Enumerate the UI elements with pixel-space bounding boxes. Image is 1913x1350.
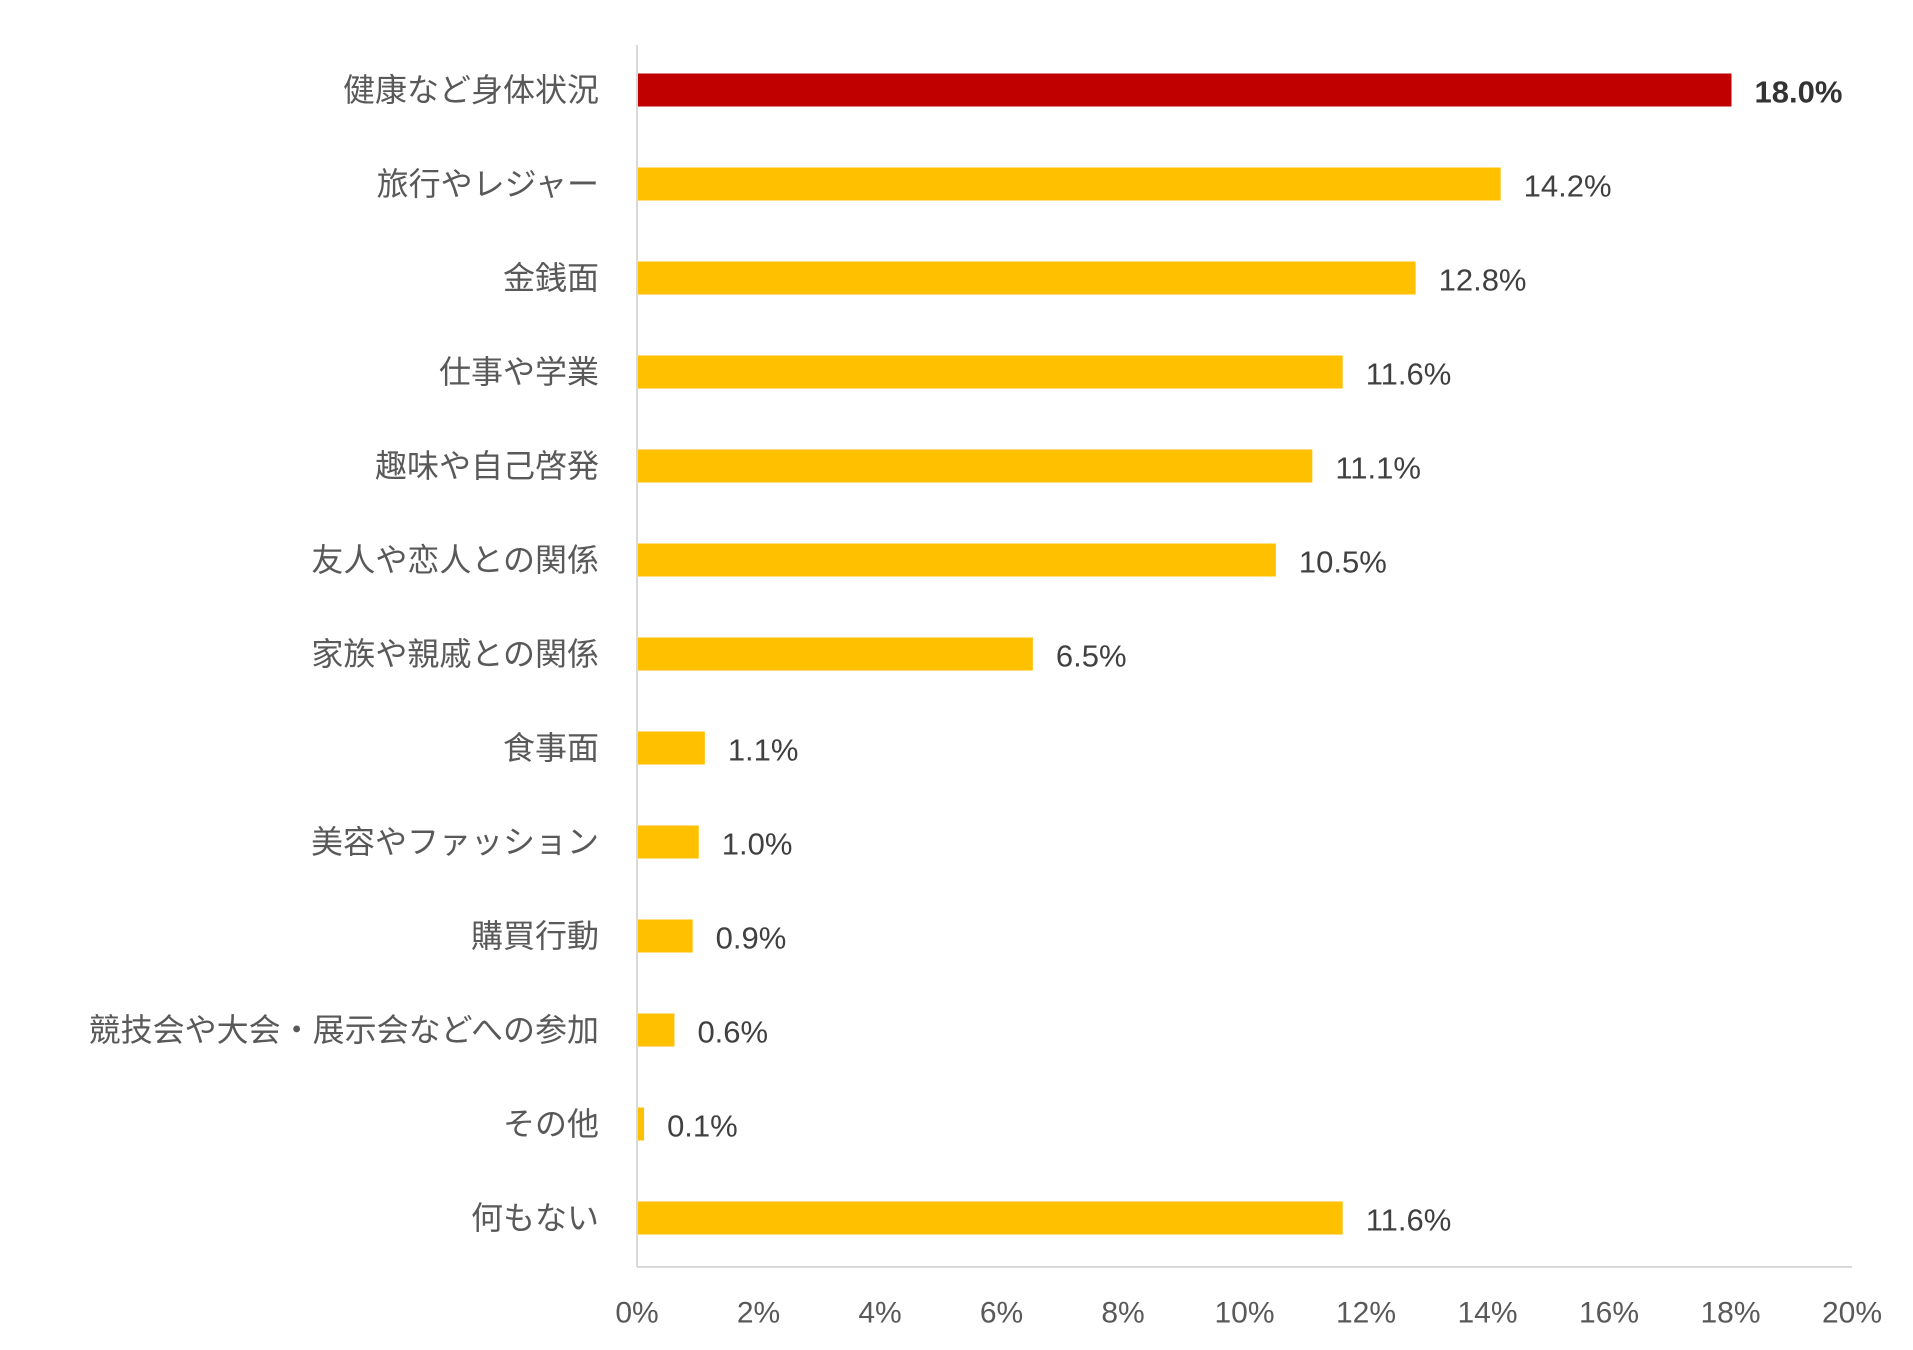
bar [638,355,1343,389]
bar [638,919,693,953]
x-tick-label: 4% [858,1297,901,1330]
category-label: 購買行動 [471,917,599,955]
data-label: 1.0% [722,827,793,862]
x-axis-tick-labels: 0% 2% 4% 6% 8% 10% 12% 14% 16% 18% 20% [615,1297,1882,1330]
category-label: 旅行やレジャー [377,165,599,203]
bar [638,825,699,859]
category-label: 趣味や自己啓発 [375,447,599,485]
bar [638,449,1313,483]
bars [638,73,1732,1235]
bar [638,1107,645,1141]
data-label: 11.6% [1366,357,1452,392]
bar [638,1201,1343,1235]
category-label: 家族や親戚との関係 [311,635,599,673]
category-label: 美容やファッション [311,823,599,861]
x-tick-label: 10% [1214,1297,1274,1330]
category-label: 健康など身体状況 [343,71,599,109]
category-label: その他 [503,1105,599,1143]
bar-highlight [638,73,1732,107]
category-label: 金銭面 [503,259,599,297]
data-label: 1.1% [728,733,799,768]
category-label: 友人や恋人との関係 [311,541,599,579]
x-tick-label: 18% [1700,1297,1760,1330]
x-tick-label: 14% [1457,1297,1517,1330]
data-label: 18.0% [1755,75,1843,110]
data-label: 11.6% [1366,1203,1452,1238]
x-tick-label: 20% [1822,1297,1882,1330]
x-tick-label: 8% [1101,1297,1144,1330]
bar [638,731,705,765]
bar [638,543,1276,577]
data-label: 10.5% [1299,545,1387,580]
bar [638,167,1501,201]
category-labels: 健康など身体状況旅行やレジャー金銭面仕事や学業趣味や自己啓発友人や恋人との関係家… [89,71,599,1237]
data-label: 14.2% [1524,169,1612,204]
x-tick-label: 12% [1336,1297,1396,1330]
data-label: 0.9% [716,921,787,956]
data-label: 6.5% [1056,639,1127,674]
x-tick-label: 6% [980,1297,1023,1330]
data-label: 12.8% [1439,263,1527,298]
bar [638,637,1033,671]
x-tick-label: 2% [737,1297,780,1330]
category-label: 仕事や学業 [439,353,599,391]
category-label: 食事面 [503,729,599,767]
category-label: 何もない [471,1199,599,1237]
data-label: 11.1% [1335,451,1421,486]
data-label: 0.6% [697,1015,768,1050]
data-label: 0.1% [667,1109,738,1144]
x-tick-label: 16% [1579,1297,1639,1330]
x-tick-label: 0% [615,1297,658,1330]
category-label: 競技会や大会・展示会などへの参加 [89,1011,599,1049]
bar [638,1013,675,1047]
bar [638,261,1416,295]
value-labels: 18.0% 14.2% 12.8% 11.6% 11.1% 10.5% 6.5% 1.1% 1.… [667,75,1842,1238]
